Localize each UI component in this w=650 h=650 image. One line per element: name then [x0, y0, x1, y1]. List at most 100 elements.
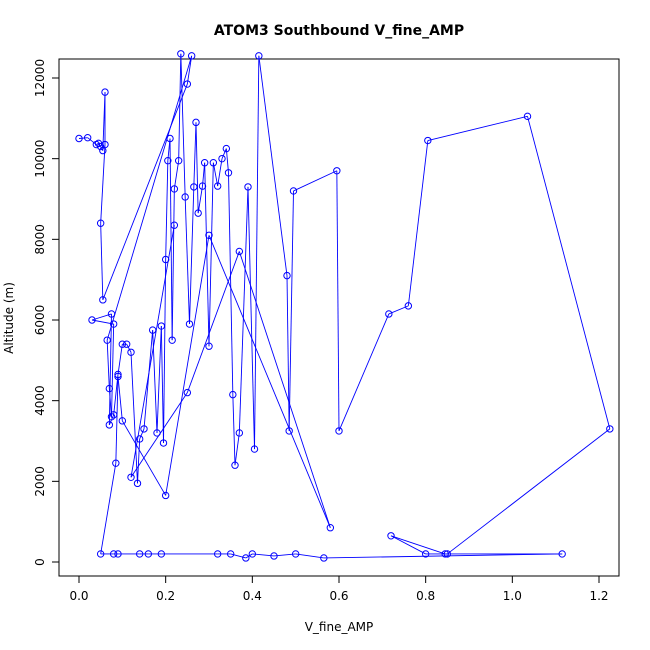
data-point: [205, 231, 213, 240]
series-segment: [245, 553, 253, 559]
y-tick-label: 0: [33, 558, 47, 566]
data-point: [168, 336, 176, 344]
data-point: [335, 427, 343, 435]
chart-title: ATOM3 Southbound V_fine_AMP: [214, 23, 464, 39]
y-tick-label: 4000: [33, 385, 47, 416]
data-point: [183, 388, 192, 397]
series-segment: [295, 553, 324, 559]
data-point: [174, 156, 183, 165]
data-point: [161, 491, 170, 500]
series-segment: [106, 55, 193, 341]
data-point: [103, 336, 111, 344]
series-segment: [195, 122, 199, 214]
data-point: [183, 80, 192, 88]
y-tick-label: 6000: [33, 305, 47, 336]
data-point: [109, 550, 118, 558]
data-point: [127, 348, 135, 356]
data-point: [443, 550, 452, 558]
data-point: [118, 417, 127, 425]
series-segment: [286, 275, 290, 431]
data-point: [289, 187, 298, 195]
plot-frame: [58, 58, 620, 577]
data-point: [157, 322, 166, 330]
data-point: [229, 390, 237, 399]
data-point: [177, 50, 185, 58]
series-segment: [169, 138, 173, 341]
series-segment: [163, 259, 167, 444]
data-point: [107, 310, 116, 318]
data-point: [114, 372, 122, 381]
data-point: [101, 88, 109, 96]
series-segment: [407, 140, 429, 306]
data-point: [333, 167, 341, 175]
series-segment: [208, 235, 331, 528]
data-point: [88, 316, 96, 324]
data-point: [194, 209, 202, 217]
data-point: [218, 154, 226, 163]
series-segment: [447, 428, 611, 555]
series-segment: [78, 137, 88, 139]
data-point: [114, 370, 122, 379]
data-point: [170, 221, 179, 229]
series-segment: [130, 352, 138, 484]
series-segment: [193, 122, 197, 187]
series-segment: [137, 438, 141, 484]
data-point: [159, 439, 168, 447]
data-point: [96, 142, 105, 151]
y-tick-label: 12000: [33, 59, 47, 97]
series-segment: [165, 235, 210, 496]
series-segment: [390, 535, 426, 555]
series-segment: [427, 115, 528, 141]
data-point: [424, 136, 432, 145]
series-segment: [178, 53, 182, 161]
data-point: [96, 550, 105, 558]
data-point: [198, 182, 207, 190]
series-segment: [254, 55, 260, 450]
series-segment: [100, 144, 106, 224]
data-point: [135, 550, 144, 558]
data-point: [140, 425, 148, 433]
data-point: [190, 183, 198, 191]
data-point: [255, 52, 263, 60]
data-point: [118, 340, 127, 348]
data-point: [161, 255, 170, 264]
series-segment: [238, 186, 249, 433]
data-point: [127, 473, 135, 481]
data-point: [133, 479, 142, 488]
y-axis: 0 2000 4000 6000 8000 10000 12000: [33, 59, 59, 566]
data-point: [114, 550, 122, 558]
series-segment: [160, 326, 164, 444]
data-point: [385, 310, 393, 318]
data-point: [523, 112, 532, 121]
series-segment: [156, 326, 162, 433]
series-segment: [100, 223, 104, 300]
data-point: [107, 413, 116, 421]
y-tick-label: 10000: [33, 140, 47, 178]
y-tick-label: 2000: [33, 466, 47, 497]
x-axis: 0.0 0.2 0.4 0.6 0.8 1.0 1.2: [69, 576, 609, 603]
series-segment: [171, 188, 175, 341]
x-tick-label: 0.4: [243, 589, 262, 603]
series-segment: [247, 186, 255, 450]
data-point: [164, 156, 172, 165]
data-point: [606, 425, 614, 433]
data-point: [421, 550, 430, 558]
series-segment: [232, 394, 236, 466]
data-point: [105, 384, 114, 393]
data-point: [285, 427, 293, 435]
data-point: [404, 302, 413, 310]
x-tick-label: 1.0: [503, 589, 522, 603]
series-segment: [217, 158, 223, 187]
data-point: [291, 550, 300, 558]
series-segment: [115, 376, 119, 464]
data-point: [250, 445, 259, 453]
series-segment: [173, 160, 180, 189]
data-point: [441, 550, 449, 558]
data-point: [235, 247, 244, 256]
data-point: [101, 140, 109, 149]
series-segment: [108, 313, 112, 425]
series-segment: [288, 190, 294, 431]
series-segment: [186, 251, 240, 393]
series-segment: [212, 162, 219, 187]
